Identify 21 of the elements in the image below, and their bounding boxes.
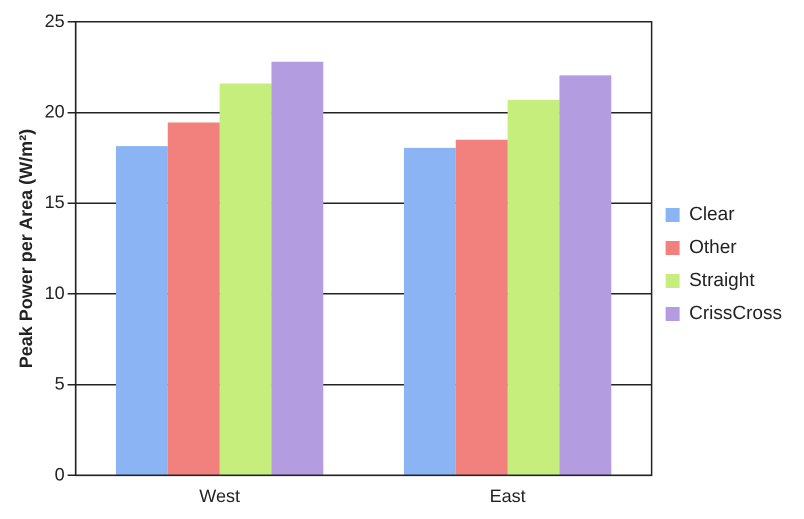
legend-label: Clear [689, 204, 736, 226]
y-tick-label: 10 [44, 282, 65, 303]
x-tick-label: East [490, 486, 526, 506]
legend-label: Other [689, 237, 738, 258]
bar [271, 62, 324, 475]
bar [168, 122, 220, 475]
bar [220, 83, 272, 475]
y-tick-label: 5 [54, 374, 65, 394]
y-axis-title: Peak Power per Area (W/m²) [16, 128, 36, 368]
y-tick-label: 20 [44, 101, 65, 122]
y-tick-label: 15 [44, 192, 65, 212]
bar [508, 100, 560, 475]
bar [116, 146, 168, 475]
bar [559, 75, 612, 475]
legend-label: CrissCross [689, 303, 782, 324]
bar [404, 148, 456, 475]
legend-label: Straight [689, 270, 756, 292]
x-tick-label: West [199, 486, 240, 506]
y-tick-label: 0 [54, 464, 65, 484]
y-tick-label: 25 [44, 10, 65, 31]
bar [456, 140, 508, 475]
